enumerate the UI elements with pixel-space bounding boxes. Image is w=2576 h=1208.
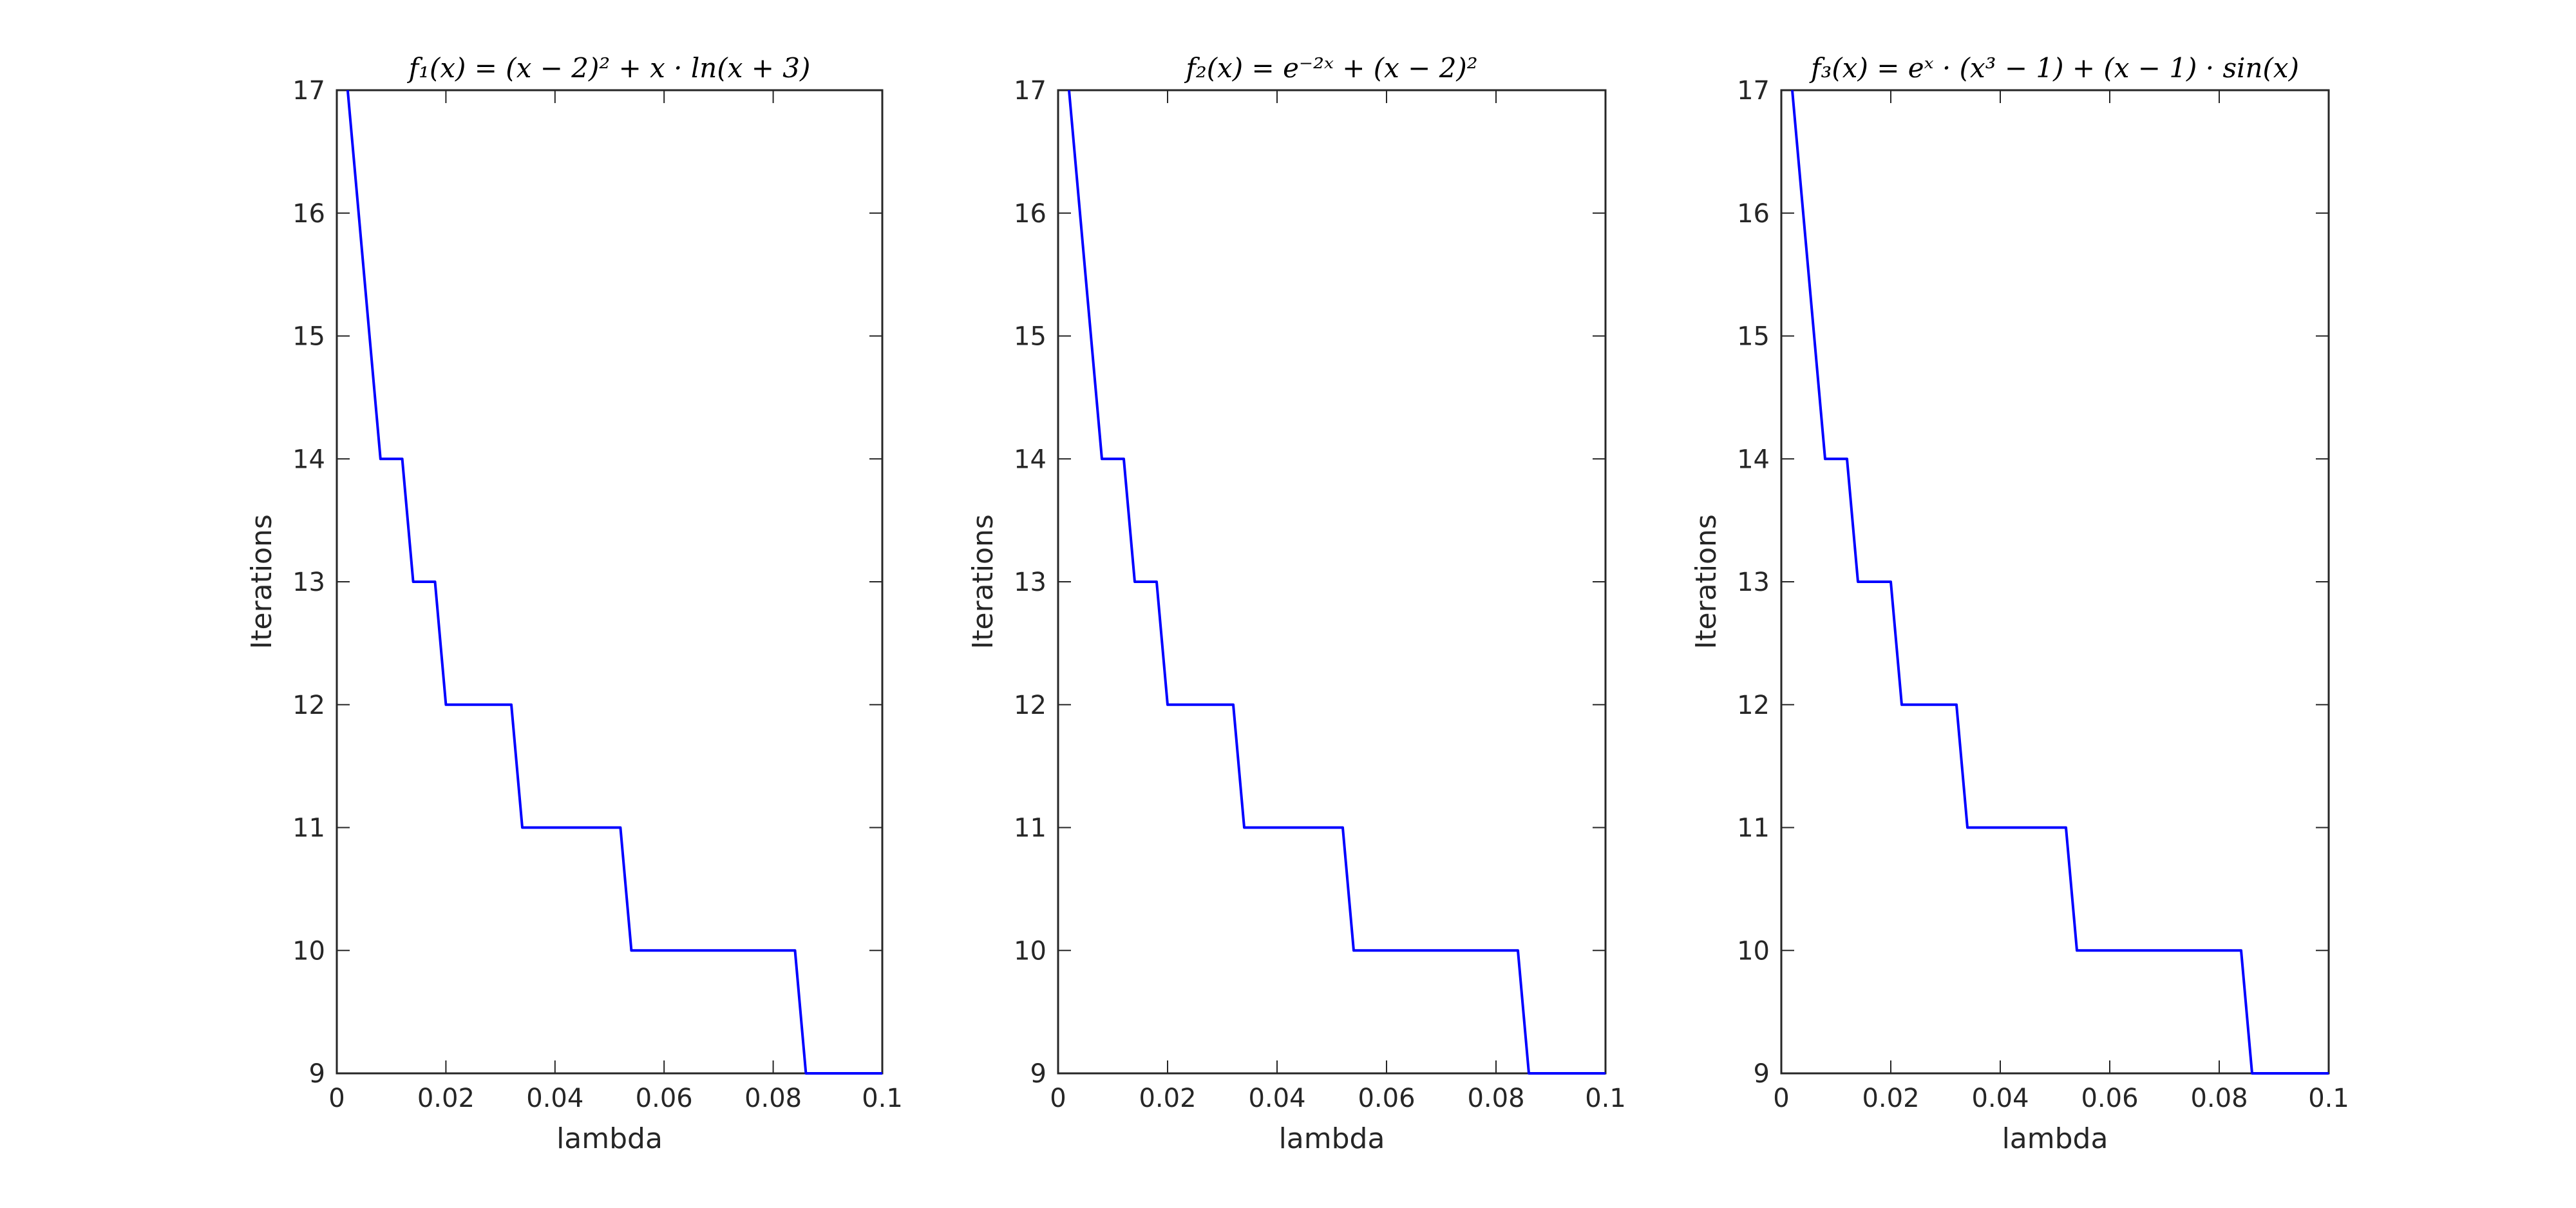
y-tick-label: 16 bbox=[1737, 199, 1770, 229]
y-tick-label: 14 bbox=[1014, 445, 1046, 474]
x-axis-label: lambda bbox=[556, 1122, 663, 1155]
x-tick-label: 0 bbox=[1050, 1084, 1066, 1113]
y-tick-label: 16 bbox=[1014, 199, 1046, 229]
y-tick-label: 14 bbox=[292, 445, 325, 474]
y-tick-label: 15 bbox=[1014, 322, 1046, 352]
y-tick-label: 11 bbox=[1014, 814, 1046, 843]
subplot-2: 0 0.02 0.04 0.06 0.08 0.1 9 10 11 12 13 14 15 16 17 f₂(… bbox=[967, 52, 1626, 1155]
y-tick-label: 15 bbox=[292, 322, 325, 352]
y-tick-label: 17 bbox=[1737, 76, 1770, 106]
y-tick-label: 11 bbox=[1737, 814, 1770, 843]
x-tick-label: 0.04 bbox=[1971, 1084, 2029, 1113]
x-axis-label: lambda bbox=[2002, 1122, 2108, 1155]
y-axis-label: Iterations bbox=[245, 514, 278, 649]
y-tick-label: 12 bbox=[1737, 691, 1770, 720]
x-axis-label: lambda bbox=[1279, 1122, 1385, 1155]
subplot-1: 0 0.02 0.04 0.06 0.08 0.1 9 10 11 12 13 14 15 16 17 f₁(… bbox=[245, 52, 903, 1155]
y-tick-label: 13 bbox=[1014, 568, 1046, 597]
chart-title: f₃(x) = eˣ · (x³ − 1) + (x − 1) · sin(x) bbox=[1809, 52, 2299, 84]
y-tick-label: 9 bbox=[1030, 1059, 1046, 1089]
x-tick-label: 0.1 bbox=[862, 1084, 903, 1113]
x-tick-label: 0 bbox=[328, 1084, 345, 1113]
y-tick-label: 12 bbox=[292, 691, 325, 720]
x-tick-label: 0.08 bbox=[1467, 1084, 1524, 1113]
x-tick-label: 0.1 bbox=[1585, 1084, 1626, 1113]
y-tick-label: 9 bbox=[309, 1059, 325, 1089]
y-tick-label: 10 bbox=[1014, 936, 1046, 966]
y-tick-label: 10 bbox=[1737, 936, 1770, 966]
x-tick-label: 0.02 bbox=[417, 1084, 475, 1113]
x-tick-label: 0.06 bbox=[1358, 1084, 1415, 1113]
y-tick-label: 11 bbox=[292, 814, 325, 843]
y-axis-label: Iterations bbox=[967, 514, 999, 649]
series-line bbox=[1791, 90, 2329, 1075]
x-tick-label: 0.04 bbox=[526, 1084, 583, 1113]
x-tick-label: 0.08 bbox=[744, 1084, 802, 1113]
chart-title: f₂(x) = e⁻²ˣ + (x − 2)² bbox=[1184, 52, 1477, 84]
x-tick-label: 0 bbox=[1773, 1084, 1789, 1113]
series-line bbox=[346, 90, 882, 1075]
x-tick-label: 0.08 bbox=[2190, 1084, 2248, 1113]
series-line bbox=[1068, 90, 1605, 1075]
y-tick-label: 13 bbox=[1737, 568, 1770, 597]
y-tick-label: 17 bbox=[1014, 76, 1046, 106]
x-tick-label: 0.06 bbox=[2081, 1084, 2138, 1113]
x-tick-label: 0.04 bbox=[1248, 1084, 1305, 1113]
x-tick-label: 0.06 bbox=[636, 1084, 693, 1113]
y-tick-label: 15 bbox=[1737, 322, 1770, 352]
x-tick-label: 0.1 bbox=[2308, 1084, 2349, 1113]
subplot-3: 0 0.02 0.04 0.06 0.08 0.1 9 10 11 12 13 14 15 16 17 f₃(… bbox=[1690, 52, 2349, 1155]
chart-title: f₁(x) = (x − 2)² + x · ln(x + 3) bbox=[407, 52, 811, 84]
y-tick-label: 16 bbox=[292, 199, 325, 229]
y-axis-label: Iterations bbox=[1690, 514, 1723, 649]
y-tick-label: 13 bbox=[292, 568, 325, 597]
y-tick-label: 17 bbox=[292, 76, 325, 106]
y-tick-label: 10 bbox=[292, 936, 325, 966]
y-tick-label: 12 bbox=[1014, 691, 1046, 720]
y-tick-label: 14 bbox=[1737, 445, 1770, 474]
x-tick-label: 0.02 bbox=[1862, 1084, 1919, 1113]
y-tick-label: 9 bbox=[1754, 1059, 1770, 1089]
x-tick-label: 0.02 bbox=[1139, 1084, 1196, 1113]
